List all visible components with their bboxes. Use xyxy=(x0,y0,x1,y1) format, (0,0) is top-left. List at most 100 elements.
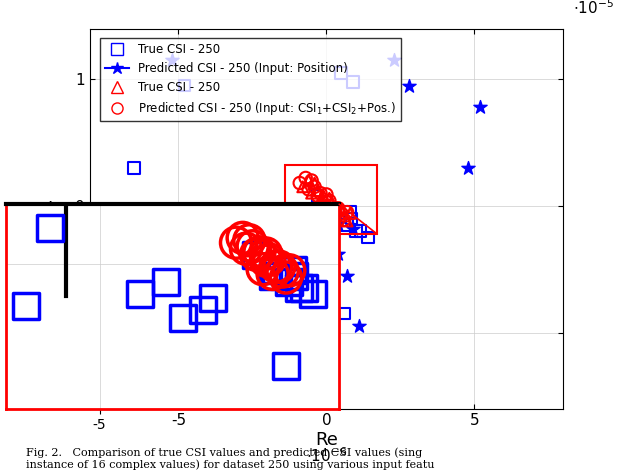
Text: Fig. 2.   Comparison of true CSI values and predicted CSI values (sing
instance : Fig. 2. Comparison of true CSI values an… xyxy=(26,447,434,470)
Point xyxy=(330,209,340,216)
Text: $\cdot10^{-5}$: $\cdot10^{-5}$ xyxy=(573,0,614,17)
Point xyxy=(241,245,251,253)
Point xyxy=(45,225,55,232)
Point xyxy=(336,209,346,217)
Point xyxy=(327,212,337,220)
Point xyxy=(318,207,328,215)
Point xyxy=(207,294,218,302)
Point xyxy=(316,361,326,368)
Point xyxy=(274,238,284,245)
Point xyxy=(312,192,323,200)
Point xyxy=(281,362,291,370)
Point xyxy=(298,183,308,190)
Point xyxy=(134,291,145,298)
Point xyxy=(316,196,326,203)
Point xyxy=(324,238,335,245)
Point xyxy=(271,266,281,274)
Point xyxy=(291,143,301,151)
Point xyxy=(330,205,340,212)
Point xyxy=(301,174,311,182)
Point xyxy=(327,215,337,222)
Point xyxy=(312,187,323,194)
Point xyxy=(261,250,271,257)
Point xyxy=(161,278,172,286)
Y-axis label: Im: Im xyxy=(47,200,70,218)
Point xyxy=(348,225,358,232)
Point xyxy=(168,57,178,64)
Point xyxy=(264,256,275,263)
Point xyxy=(404,82,415,89)
Point xyxy=(274,263,284,271)
Point xyxy=(310,179,320,187)
Point xyxy=(265,250,275,258)
Point xyxy=(299,285,309,292)
Point xyxy=(254,248,264,256)
Point xyxy=(354,323,364,330)
Point xyxy=(307,190,317,197)
Point xyxy=(345,209,355,217)
Point xyxy=(251,251,261,258)
Point xyxy=(348,78,358,86)
Point xyxy=(283,250,293,258)
Point xyxy=(339,212,349,220)
Point xyxy=(287,266,298,274)
Point xyxy=(268,270,278,278)
Point xyxy=(351,228,361,235)
Point xyxy=(248,243,258,250)
Point xyxy=(21,303,31,310)
Point xyxy=(324,194,335,202)
Point xyxy=(333,250,344,258)
Point xyxy=(257,266,268,273)
Point xyxy=(237,234,248,242)
Point xyxy=(363,234,373,241)
Legend: True CSI - 250, Predicted CSI - 250 (Input: Position), True CSI - 250, Predicted: True CSI - 250, Predicted CSI - 250 (Inp… xyxy=(100,38,401,121)
Point xyxy=(231,239,241,247)
Point xyxy=(303,177,314,184)
Point xyxy=(324,259,335,266)
Point xyxy=(330,215,340,222)
Point xyxy=(101,146,111,154)
Point xyxy=(310,272,320,279)
Point xyxy=(339,216,349,224)
Point xyxy=(324,197,335,205)
Point xyxy=(289,273,300,280)
Point xyxy=(345,209,355,216)
Point xyxy=(321,198,332,206)
Point xyxy=(324,202,335,209)
X-axis label: Re: Re xyxy=(315,431,338,449)
Text: $\cdot10^{-6}$: $\cdot10^{-6}$ xyxy=(306,446,347,465)
Point xyxy=(318,192,328,200)
Point xyxy=(310,183,320,190)
Point xyxy=(463,164,474,171)
Point xyxy=(476,103,486,111)
Point xyxy=(129,164,139,171)
Point xyxy=(342,272,352,279)
Point xyxy=(232,221,243,228)
Point xyxy=(321,209,332,216)
Bar xyxy=(285,165,377,234)
Point xyxy=(281,274,291,281)
Point xyxy=(346,215,356,222)
Point xyxy=(179,82,189,89)
Point xyxy=(278,268,288,276)
Point xyxy=(342,209,352,216)
Point xyxy=(198,306,208,314)
Point xyxy=(178,314,188,322)
Point xyxy=(389,57,399,64)
Point xyxy=(342,217,352,225)
Point xyxy=(244,237,255,244)
Point xyxy=(336,69,346,76)
Point xyxy=(278,134,288,142)
Point xyxy=(271,263,281,271)
Point xyxy=(294,238,305,245)
Point xyxy=(333,220,344,228)
Point xyxy=(339,310,349,317)
Point xyxy=(261,257,271,265)
Point xyxy=(307,291,317,298)
Point xyxy=(342,221,352,228)
Point xyxy=(284,266,294,274)
Point xyxy=(336,206,346,213)
Point xyxy=(303,186,314,193)
Point xyxy=(247,259,257,266)
Point xyxy=(307,177,317,184)
